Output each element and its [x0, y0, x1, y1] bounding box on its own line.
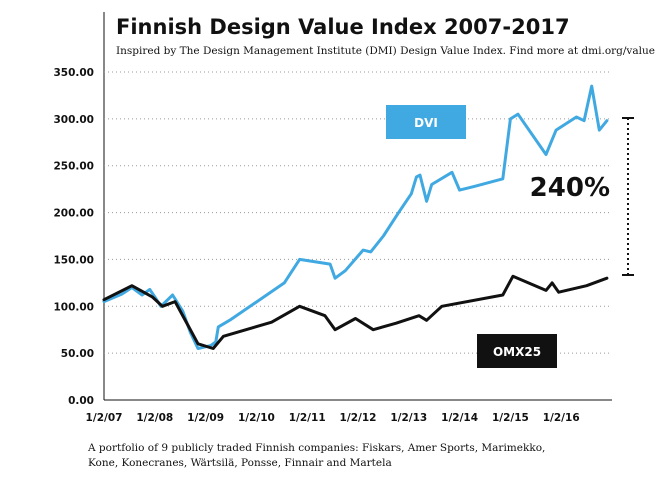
x-tick-label: 1/2/07 [86, 412, 123, 424]
series-layer [102, 84, 609, 350]
y-axis-ticks: 0.00 50.00 100.00 150.00 200.00 250.00 300.00 3… [53, 67, 94, 407]
footnote: A portfolio of 9 publicly traded Finnish… [88, 442, 546, 469]
gridlines [104, 71, 612, 354]
y-tick-label: 50.00 [61, 348, 94, 360]
y-tick-label: 250.00 [53, 161, 94, 173]
y-tick-label: 300.00 [53, 114, 94, 126]
legend-dvi-label: DVI [414, 116, 438, 130]
legend-omx25-box [477, 334, 557, 368]
x-tick-label: 1/2/08 [136, 412, 173, 424]
legend-dvi: DVI [386, 105, 466, 139]
x-tick-label: 1/2/13 [390, 412, 427, 424]
y-tick-label: 0.00 [68, 395, 94, 407]
x-tick-label: 1/2/15 [492, 412, 529, 424]
growth-callout: 240% [530, 173, 610, 203]
x-tick-label: 1/2/14 [441, 412, 478, 424]
chart-subtitle: Inspired by The Design Management Instit… [116, 45, 655, 57]
x-tick-label: 1/2/09 [187, 412, 224, 424]
dvi-line [102, 84, 609, 350]
x-tick-label: 1/2/12 [340, 412, 377, 424]
legend-dvi-box [386, 105, 466, 139]
y-tick-label: 150.00 [53, 254, 94, 266]
x-tick-label: 1/2/16 [543, 412, 580, 424]
y-tick-label: 350.00 [53, 67, 94, 79]
legend-omx25: OMX25 [477, 334, 557, 368]
chart-title: Finnish Design Value Index 2007-2017 [116, 15, 570, 39]
y-tick-label: 100.00 [53, 301, 94, 313]
omx25-line [102, 274, 609, 350]
x-axis-ticks: 1/2/07 1/2/08 1/2/09 1/2/10 1/2/11 1/2/12 1/2/… [86, 412, 580, 424]
legend-omx25-label: OMX25 [493, 345, 541, 359]
y-tick-label: 200.00 [53, 208, 94, 220]
x-tick-label: 1/2/10 [238, 412, 275, 424]
growth-bracket [622, 117, 634, 276]
x-tick-label: 1/2/11 [289, 412, 326, 424]
